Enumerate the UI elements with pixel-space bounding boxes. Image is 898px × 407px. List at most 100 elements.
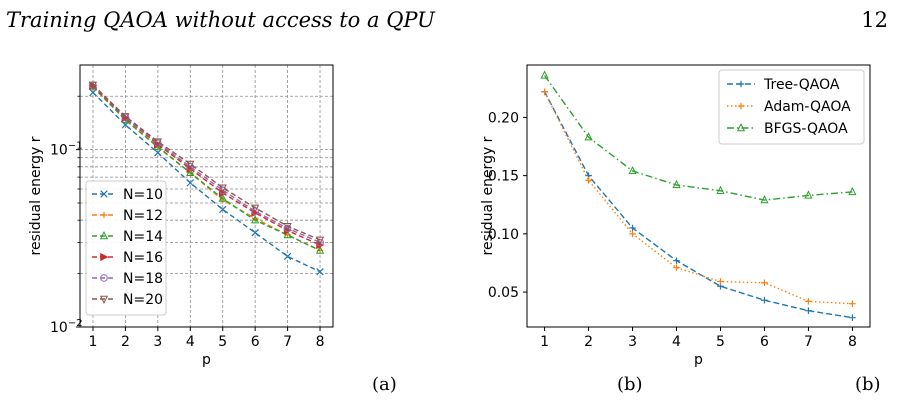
data-point bbox=[154, 149, 162, 157]
series-line bbox=[92, 85, 321, 252]
data-point bbox=[186, 179, 195, 187]
data-point bbox=[673, 264, 680, 271]
legend-marker bbox=[99, 230, 109, 240]
series-line bbox=[92, 85, 321, 246]
x-tick-label: 5 bbox=[716, 334, 725, 350]
data-point bbox=[218, 184, 227, 193]
series-line bbox=[543, 91, 853, 319]
x-tick-label: 1 bbox=[540, 334, 549, 350]
data-point bbox=[629, 224, 636, 232]
x-tick-label: 7 bbox=[804, 334, 813, 350]
x-tick-label: 5 bbox=[218, 334, 227, 350]
data-point bbox=[218, 205, 227, 214]
y-tick-label: 0.15 bbox=[488, 169, 519, 185]
data-point bbox=[717, 278, 724, 285]
data-point bbox=[584, 132, 593, 141]
running-head-title: Training QAOA without access to a QPU bbox=[6, 8, 435, 32]
legend-label: Adam-QAOA bbox=[764, 99, 851, 115]
data-point bbox=[251, 229, 259, 237]
legend-marker bbox=[736, 122, 746, 132]
data-point bbox=[672, 179, 681, 189]
data-point bbox=[186, 167, 195, 177]
y-axis-label: residual energy r bbox=[480, 136, 496, 255]
x-tick-label: 4 bbox=[186, 334, 195, 350]
data-point bbox=[805, 307, 812, 314]
data-point bbox=[540, 70, 549, 79]
legend-marker bbox=[737, 102, 745, 110]
data-point bbox=[218, 193, 227, 202]
data-point bbox=[629, 230, 636, 238]
caption-right-tail: (b) bbox=[855, 374, 881, 395]
data-point bbox=[315, 245, 325, 254]
x-tick-label: 2 bbox=[121, 334, 130, 350]
legend-marker bbox=[100, 190, 108, 198]
x-tick-label: 4 bbox=[672, 334, 681, 350]
data-point bbox=[848, 186, 857, 196]
series-line bbox=[92, 84, 321, 244]
y-tick-label: 0.10 bbox=[488, 227, 519, 243]
data-point bbox=[283, 223, 292, 232]
data-point bbox=[849, 314, 856, 321]
series-BFGS-QAOA bbox=[540, 70, 857, 204]
x-axis-label: p bbox=[202, 352, 211, 368]
axes-frame-right bbox=[526, 64, 871, 328]
legend-frame bbox=[718, 69, 865, 145]
data-point bbox=[283, 252, 292, 261]
series-line bbox=[92, 91, 321, 273]
legend-label: N=14 bbox=[123, 229, 163, 245]
x-tick-label: 3 bbox=[628, 334, 637, 350]
legend-right: Tree-QAOA Adam-QAOA BFGS-QAOA bbox=[718, 69, 865, 145]
x-tick-label: 8 bbox=[316, 334, 325, 350]
x-tick-label: 6 bbox=[251, 334, 260, 350]
data-point bbox=[761, 279, 768, 287]
y-tick-label: 0.20 bbox=[488, 110, 519, 126]
legend-marker bbox=[100, 274, 108, 282]
data-point bbox=[541, 88, 548, 96]
caption-right: (b) bbox=[617, 374, 643, 395]
data-point bbox=[88, 81, 98, 90]
data-point bbox=[761, 296, 768, 304]
series-N=20 bbox=[88, 81, 325, 245]
series-line bbox=[92, 84, 321, 241]
caption-left: (a) bbox=[372, 374, 397, 395]
data-point bbox=[316, 238, 324, 247]
data-point bbox=[283, 224, 292, 233]
legend-label: N=20 bbox=[123, 292, 163, 308]
legend-marker bbox=[100, 211, 108, 219]
data-point bbox=[628, 165, 637, 175]
data-point bbox=[585, 176, 592, 184]
legend-label: Tree-QAOA bbox=[763, 77, 840, 93]
legend-left: N=10 N=12 N=14 N=16 N=18 N=20 bbox=[85, 180, 167, 316]
page-number: 12 bbox=[861, 8, 888, 32]
data-point bbox=[805, 298, 812, 305]
x-tick-label: 1 bbox=[89, 334, 98, 350]
data-point bbox=[315, 236, 325, 245]
y-tick-label: 10−2 bbox=[50, 318, 83, 336]
data-point bbox=[153, 138, 162, 147]
data-point bbox=[251, 215, 260, 224]
x-tick-label: 3 bbox=[153, 334, 162, 350]
data-point bbox=[186, 160, 195, 169]
legend-label: N=16 bbox=[123, 250, 163, 266]
legend-label: BFGS-QAOA bbox=[764, 121, 848, 137]
plot-right: 1 2 3 4 5 6 7 8 0.05 0.10 0.15 0.20 p residual energy… bbox=[480, 64, 871, 368]
series-line bbox=[544, 75, 853, 201]
series-line bbox=[543, 91, 853, 305]
legend-label: N=18 bbox=[123, 271, 163, 287]
legend-marker bbox=[737, 80, 745, 88]
axes-frame-left bbox=[79, 64, 334, 328]
data-point bbox=[673, 257, 680, 264]
data-point bbox=[121, 113, 130, 122]
data-point bbox=[804, 190, 813, 199]
legend-label: N=10 bbox=[123, 187, 163, 203]
x-axis-label: p bbox=[694, 352, 703, 368]
x-tick-label: 6 bbox=[760, 334, 769, 350]
data-point bbox=[849, 300, 856, 308]
y-tick-label: 10−1 bbox=[50, 141, 83, 159]
series-Adam-QAOA bbox=[541, 88, 856, 308]
legend-marker bbox=[100, 252, 109, 262]
data-point bbox=[283, 230, 292, 239]
x-tick-label: 8 bbox=[848, 334, 857, 350]
